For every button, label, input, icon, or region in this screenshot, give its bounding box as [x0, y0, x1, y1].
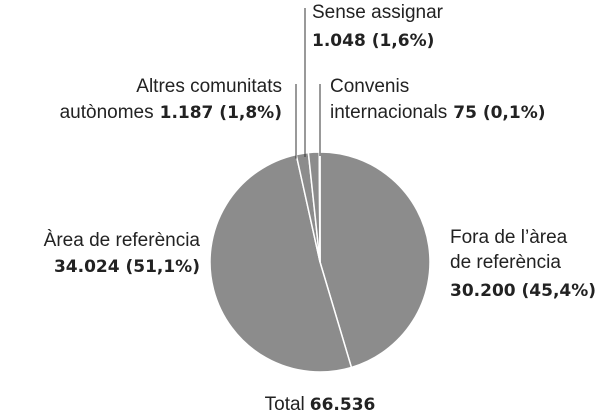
category-label: de referència	[450, 252, 561, 273]
total-label: Total	[265, 394, 305, 415]
slice-label: autònomes 1.187 (1,8%)	[60, 102, 282, 123]
slice-label: de referència	[450, 252, 561, 273]
slice-label: Convenis	[330, 76, 409, 97]
category-label: Altres comunitats	[136, 76, 282, 97]
category-label: Fora de l’àrea	[450, 227, 568, 248]
category-label: autònomes	[60, 102, 154, 123]
total-value: 66.536	[310, 395, 376, 415]
value-label: 1.187 (1,8%)	[160, 103, 282, 123]
slice-label: internacionals 75 (0,1%)	[330, 102, 546, 123]
value-label: 30.200 (45,4%)	[450, 281, 596, 301]
category-label: Convenis	[330, 76, 409, 97]
category-label: Sense assignar	[312, 2, 444, 23]
value-label: 34.024 (51,1%)	[54, 257, 200, 277]
slice-label: Àrea de referència	[44, 230, 201, 251]
total: Total 66.536	[265, 394, 376, 415]
slice-label: Altres comunitats	[136, 76, 282, 97]
slice-label: Sense assignar	[312, 2, 444, 23]
slice-label: Fora de l’àrea	[450, 227, 568, 248]
pie-slice	[319, 151, 431, 369]
category-label: internacionals	[330, 102, 447, 123]
pie-slice	[318, 151, 321, 263]
pie-slice	[209, 153, 353, 373]
value-label: 1.048 (1,6%)	[312, 31, 434, 51]
category-label: Àrea de referència	[44, 230, 201, 251]
value-label: 75 (0,1%)	[453, 103, 545, 123]
